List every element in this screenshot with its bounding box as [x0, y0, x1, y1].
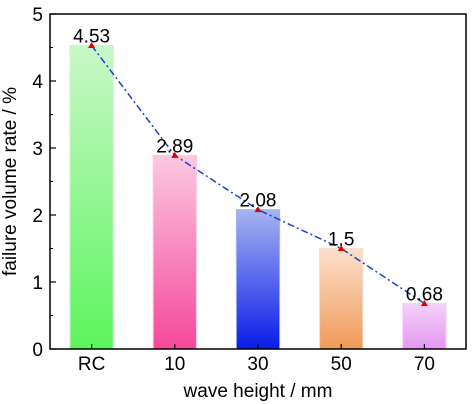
- y-tick-label: 4: [32, 72, 43, 93]
- y-tick-label: 1: [32, 273, 43, 294]
- data-label-RC: 4.53: [73, 26, 110, 47]
- marker-70: [420, 299, 428, 306]
- bar-30: [235, 209, 281, 350]
- bar-70: [402, 302, 447, 350]
- bar-50: [319, 248, 364, 350]
- marker-30: [254, 206, 262, 213]
- x-tick-label: 10: [164, 354, 185, 375]
- marker-RC: [88, 41, 96, 48]
- data-label-70: 0.68: [406, 284, 443, 305]
- bar-10: [152, 154, 197, 350]
- data-label-10: 2.89: [156, 136, 193, 157]
- marker-10: [171, 151, 179, 158]
- y-tick-label: 0: [32, 340, 43, 361]
- y-tick-label: 3: [32, 139, 43, 160]
- x-axis-label: wave height / mm: [183, 381, 333, 402]
- y-axis-label: failure volume rate / %: [0, 87, 21, 276]
- bar-RC: [69, 44, 114, 350]
- x-tick-label: 70: [414, 354, 435, 375]
- x-tick-label: 50: [331, 354, 352, 375]
- x-tick-label: RC: [78, 354, 105, 375]
- marker-50: [337, 245, 345, 251]
- data-label-50: 1.5: [328, 230, 354, 251]
- trend-line: [91, 45, 425, 305]
- x-tick-label: 30: [247, 354, 268, 375]
- data-label-30: 2.08: [240, 191, 277, 212]
- y-tick-label: 5: [32, 5, 43, 26]
- y-tick-label: 2: [32, 206, 43, 227]
